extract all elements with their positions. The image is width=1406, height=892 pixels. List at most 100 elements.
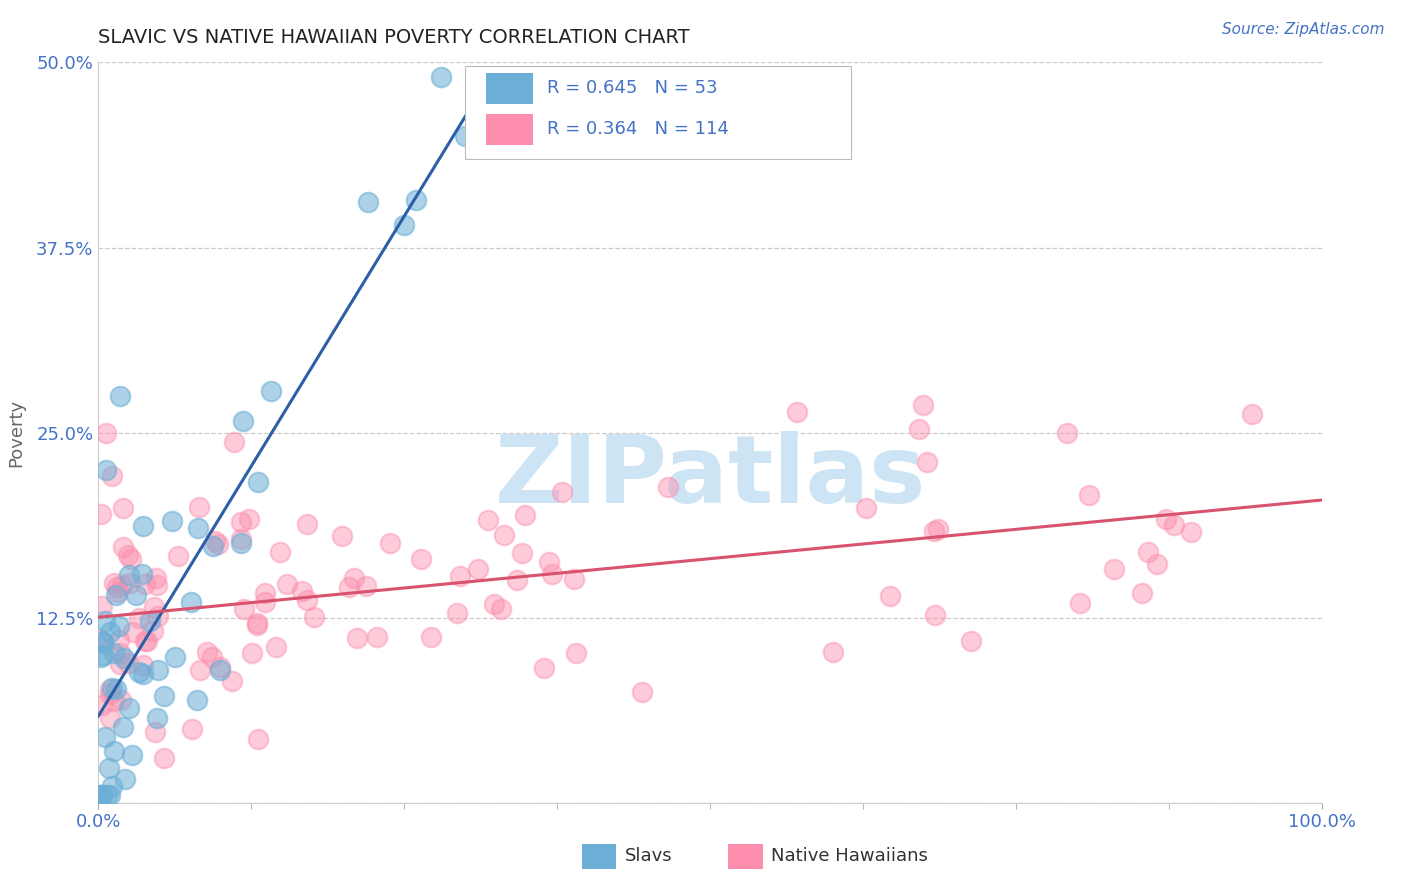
Point [449,569,471,583]
Point [346,631,368,645]
Point [188,500,211,514]
Text: R = 0.364   N = 114: R = 0.364 N = 114 [547,120,730,138]
Point [420,630,443,644]
Point [91,635,114,649]
Point [200,649,222,664]
Point [146,711,169,725]
Point [98,681,121,696]
Point [304,610,326,624]
Point [128,665,150,679]
Point [131,566,153,581]
Point [101,681,124,695]
FancyBboxPatch shape [486,73,533,103]
Point [430,70,453,85]
Point [202,539,225,553]
Point [221,674,243,689]
Point [378,536,401,550]
Point [823,645,845,659]
Point [207,537,229,551]
Point [93,615,115,629]
Point [405,194,427,208]
Point [103,744,125,758]
Point [269,545,291,559]
Point [143,600,166,615]
Point [541,567,564,582]
Point [89,789,111,803]
Point [960,633,983,648]
Text: ZIPatlas: ZIPatlas [495,431,925,523]
Point [1130,586,1153,600]
Point [167,549,190,564]
Point [564,646,586,660]
Point [533,661,555,675]
Point [91,698,114,713]
Point [295,593,318,607]
Point [254,595,277,609]
Point [90,507,112,521]
Point [103,575,125,590]
Text: Native Hawaiians: Native Hawaiians [772,847,928,865]
Point [366,630,388,644]
Point [1104,562,1126,576]
Text: SLAVIC VS NATIVE HAWAIIAN POVERTY CORRELATION CHART: SLAVIC VS NATIVE HAWAIIAN POVERTY CORREL… [98,28,690,47]
Point [247,731,270,746]
Point [330,529,353,543]
Point [537,555,560,569]
Y-axis label: Poverty: Poverty [7,399,25,467]
Point [233,602,256,616]
Point [510,546,533,560]
Point [229,536,252,550]
Point [229,515,252,529]
Point [91,789,114,803]
Point [197,645,219,659]
Point [247,475,270,490]
Point [141,624,163,638]
Point [337,580,360,594]
Point [143,725,166,739]
Point [482,597,505,611]
Point [163,649,186,664]
Point [187,521,209,535]
Point [108,646,131,660]
Point [98,789,121,803]
Point [1056,426,1078,441]
Point [128,610,150,624]
Point [343,571,366,585]
Point [108,632,131,647]
Point [132,519,155,533]
Text: Source: ZipAtlas.com: Source: ZipAtlas.com [1222,22,1385,37]
Point [97,761,120,775]
Point [276,577,298,591]
Point [114,772,136,786]
Point [121,747,143,762]
Point [100,779,122,793]
Point [922,524,945,538]
Point [254,585,277,599]
Point [354,579,377,593]
Point [118,701,141,715]
Point [467,562,489,576]
Point [111,720,134,734]
Point [506,573,529,587]
Point [139,614,162,628]
Point [98,625,121,640]
Point [238,512,260,526]
Point [105,681,128,696]
Point [153,750,176,764]
Point [1241,407,1264,421]
Point [103,694,125,708]
Point [246,618,269,632]
Point [108,389,131,403]
Point [290,583,312,598]
Point [96,789,118,803]
Point [98,711,121,725]
Point [924,607,946,622]
Point [927,522,949,536]
Point [915,455,938,469]
Point [409,551,432,566]
Point [392,218,416,232]
Point [911,398,934,412]
Point [117,548,139,562]
Point [630,685,652,699]
Point [107,584,129,599]
